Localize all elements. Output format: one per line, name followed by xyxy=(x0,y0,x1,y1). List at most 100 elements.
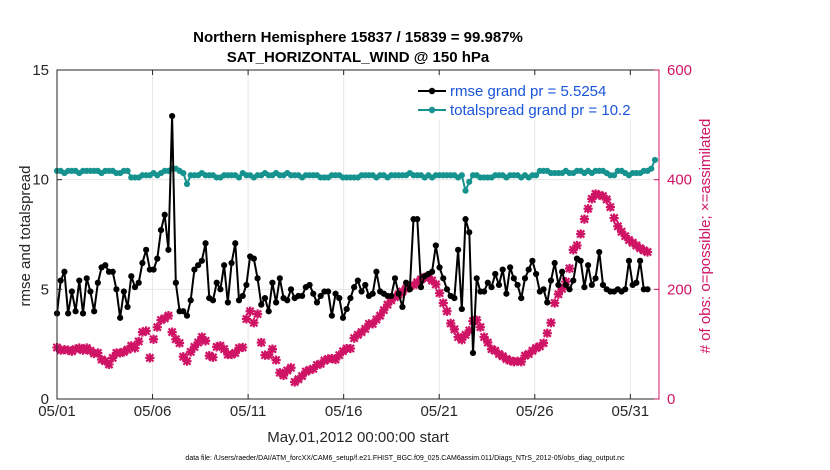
rmse-point xyxy=(644,286,651,293)
rmse-point xyxy=(239,292,246,300)
obs-point xyxy=(613,221,623,231)
obs-point xyxy=(96,354,107,365)
spread-layer xyxy=(53,156,659,194)
obs-point xyxy=(130,343,140,353)
obs-point xyxy=(193,337,203,348)
rmse-point xyxy=(209,297,217,304)
rmse-point xyxy=(599,281,607,289)
rmse-point xyxy=(261,295,269,302)
rmse-point xyxy=(79,310,87,317)
totalspread-point xyxy=(180,169,187,177)
obs-point xyxy=(200,336,211,346)
obs-point xyxy=(639,245,649,256)
obs-point xyxy=(122,345,133,355)
obs-point xyxy=(167,327,177,337)
obs-point xyxy=(178,352,188,362)
rmse-point xyxy=(358,288,365,295)
obs-point xyxy=(442,306,452,316)
y-tick-label: 0 xyxy=(41,391,49,408)
rmse-point xyxy=(625,257,633,264)
rmse-point xyxy=(462,216,469,223)
obs-point xyxy=(546,318,556,328)
obs-point xyxy=(267,344,278,354)
totalspread-point xyxy=(648,165,655,172)
rmse-point xyxy=(68,288,75,295)
rmse-point xyxy=(518,295,525,302)
rmse-point xyxy=(521,275,529,282)
rmse-point xyxy=(417,284,425,291)
rmse-point xyxy=(191,266,198,273)
obs-point xyxy=(256,337,266,348)
obs-point xyxy=(163,311,174,321)
obs-point xyxy=(382,300,393,310)
legend-spread-label: totalspread grand pr = 10.2 xyxy=(450,102,631,119)
obs-point xyxy=(264,350,274,360)
rmse-point xyxy=(120,288,127,295)
obs-point xyxy=(520,351,530,361)
rmse-point xyxy=(562,281,569,289)
rmse-point xyxy=(633,279,640,286)
x-tick-label: 05/21 xyxy=(420,403,458,420)
totalspread-point xyxy=(533,172,540,179)
obs-point xyxy=(197,332,207,342)
y-tick-label-right: 0 xyxy=(667,391,675,408)
rmse-point xyxy=(124,303,131,310)
rmse-point xyxy=(351,284,358,291)
rmse-point xyxy=(202,240,209,247)
obs-point xyxy=(360,324,370,334)
y-axis-left: 0 5 10 15 xyxy=(32,62,62,408)
obs-point xyxy=(271,355,281,365)
totalspread-point xyxy=(466,178,473,185)
rmse-point xyxy=(503,290,510,297)
rmse-point xyxy=(455,246,462,253)
rmse-point xyxy=(525,266,532,273)
rmse-point xyxy=(484,279,491,286)
obs-point xyxy=(182,356,192,366)
rmse-point xyxy=(581,284,588,291)
rmse-point xyxy=(577,257,584,264)
obs-point xyxy=(371,314,382,325)
rmse-point xyxy=(87,288,94,295)
obs-point xyxy=(479,332,489,342)
obs-point xyxy=(189,342,200,352)
rmse-point xyxy=(306,281,313,289)
rmse-point xyxy=(466,229,473,236)
obs-point xyxy=(542,328,552,338)
legend: rmse grand pr = 5.5254 totalspread grand… xyxy=(413,78,653,120)
obs-point xyxy=(472,315,482,325)
rmse-point xyxy=(172,279,179,286)
obs-point xyxy=(427,275,437,286)
y-tick-label: 10 xyxy=(32,172,49,189)
obs-point xyxy=(238,342,248,353)
obs-point xyxy=(587,194,597,204)
rmse-point xyxy=(570,277,577,284)
rmse-point xyxy=(544,299,551,306)
rmse-point xyxy=(265,308,272,315)
obs-point xyxy=(434,288,445,298)
obs-point xyxy=(152,322,162,332)
rmse-point xyxy=(637,257,644,264)
rmse-point xyxy=(113,286,120,293)
rmse-point xyxy=(373,268,380,275)
rmse-point xyxy=(217,286,224,293)
obs-point xyxy=(609,213,619,223)
obs-point xyxy=(431,279,441,289)
obs-point xyxy=(104,359,114,370)
rmse-point xyxy=(332,290,339,297)
obs-point xyxy=(208,352,218,362)
rmse-point xyxy=(317,292,324,300)
obs-point xyxy=(460,330,471,340)
obs-point xyxy=(486,344,497,354)
rmse-point xyxy=(313,299,321,306)
rmse-point xyxy=(488,284,495,291)
rmse-point xyxy=(622,286,629,293)
rmse-point xyxy=(83,275,90,282)
totalspread-point xyxy=(611,172,618,179)
x-axis-label: May.01,2012 00:00:00 start xyxy=(267,429,449,446)
rmse-point xyxy=(540,286,547,293)
obs-point xyxy=(531,343,541,353)
rmse-point xyxy=(481,288,488,295)
rmse-point xyxy=(102,262,109,269)
rmse-point xyxy=(499,266,506,273)
y-axis-right: 0 200 400 600 xyxy=(654,62,692,408)
